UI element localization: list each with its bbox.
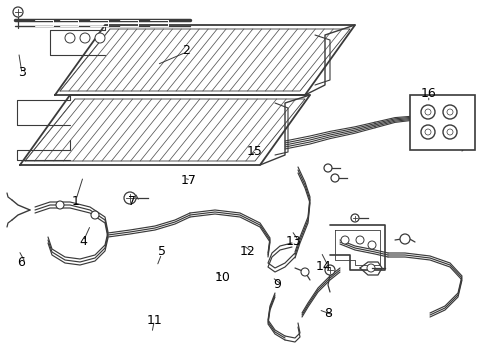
Text: 13: 13 (286, 235, 302, 248)
Circle shape (425, 109, 431, 115)
Circle shape (124, 192, 136, 204)
Text: 14: 14 (316, 260, 331, 273)
Text: 15: 15 (247, 145, 263, 158)
Circle shape (368, 241, 376, 249)
Text: 9: 9 (273, 278, 281, 291)
Circle shape (447, 129, 453, 135)
Text: 7: 7 (128, 195, 136, 208)
Circle shape (356, 236, 364, 244)
Circle shape (421, 125, 435, 139)
Circle shape (91, 211, 99, 219)
Text: 11: 11 (147, 314, 162, 327)
Text: 10: 10 (215, 271, 231, 284)
Bar (410, 95, 475, 150)
Circle shape (443, 105, 457, 119)
Text: 8: 8 (324, 307, 332, 320)
Circle shape (324, 164, 332, 172)
Circle shape (447, 109, 453, 115)
Text: 4: 4 (79, 235, 87, 248)
Text: 12: 12 (240, 246, 255, 258)
Circle shape (80, 33, 90, 43)
Circle shape (425, 129, 431, 135)
Circle shape (341, 236, 349, 244)
Circle shape (301, 268, 309, 276)
Text: 3: 3 (18, 66, 26, 78)
Circle shape (443, 125, 457, 139)
Text: 6: 6 (17, 256, 24, 269)
Circle shape (367, 264, 375, 272)
Circle shape (325, 265, 335, 275)
Circle shape (13, 7, 23, 17)
Text: 2: 2 (182, 44, 190, 57)
Text: 5: 5 (158, 246, 166, 258)
Text: 16: 16 (421, 87, 437, 100)
Text: 1: 1 (72, 195, 80, 208)
Circle shape (65, 33, 75, 43)
Circle shape (331, 174, 339, 182)
Circle shape (95, 33, 105, 43)
Text: 17: 17 (181, 174, 196, 186)
Circle shape (400, 234, 410, 244)
Circle shape (351, 214, 359, 222)
Circle shape (421, 105, 435, 119)
Circle shape (56, 201, 64, 209)
